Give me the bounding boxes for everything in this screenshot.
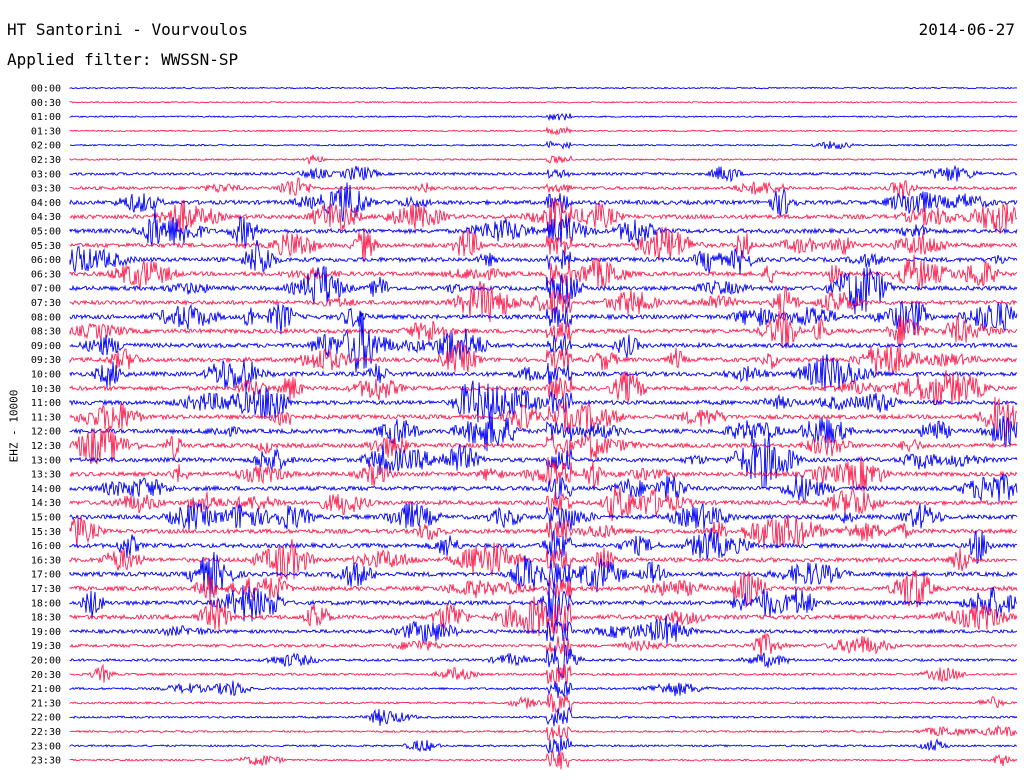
seismic-trace-1130 — [69, 396, 1018, 442]
y-tick-label: 02:00 — [31, 141, 61, 152]
seismic-trace-0500 — [69, 208, 1018, 249]
seismic-trace-1930 — [69, 633, 1018, 659]
y-tick-label: 13:30 — [31, 470, 61, 481]
seismic-trace-1030 — [69, 370, 1018, 406]
y-tick-label: 18:00 — [31, 598, 61, 609]
seismic-trace-1230 — [69, 427, 1018, 465]
y-tick-label: 06:00 — [31, 255, 61, 266]
y-tick-label: 12:30 — [31, 441, 61, 452]
y-tick-label: 21:00 — [31, 684, 61, 695]
seismic-trace-2230 — [69, 724, 1018, 741]
seismic-trace-1830 — [69, 596, 1018, 637]
chart-title: HT Santorini - Vourvoulos — [7, 20, 248, 39]
y-tick-label: 03:00 — [31, 169, 61, 180]
seismic-trace-1200 — [69, 410, 1018, 452]
y-tick-label: 23:00 — [31, 741, 61, 752]
y-tick-label: 18:30 — [31, 613, 61, 624]
y-tick-label: 22:30 — [31, 727, 61, 738]
seismic-trace-0900 — [69, 311, 1018, 373]
y-tick-label: 14:30 — [31, 498, 61, 509]
seismic-trace-1430 — [69, 486, 1018, 522]
y-tick-label: 20:00 — [31, 656, 61, 667]
y-tick-label: 06:30 — [31, 269, 61, 280]
seismic-trace-2300 — [69, 736, 1017, 757]
y-tick-label: 10:30 — [31, 384, 61, 395]
y-tick-label: 04:00 — [31, 198, 61, 209]
seismic-trace-0000 — [69, 86, 1018, 90]
seismic-trace-0400 — [69, 182, 1018, 222]
y-tick-label: 00:30 — [31, 98, 61, 109]
seismic-trace-1900 — [69, 615, 1018, 646]
seismic-trace-2130 — [69, 693, 1018, 714]
seismic-trace-0700 — [69, 265, 1018, 315]
seismic-trace-0630 — [69, 254, 1018, 290]
seismic-trace-1100 — [69, 380, 1018, 423]
y-tick-label: 02:30 — [31, 155, 61, 166]
seismic-trace-0100 — [69, 112, 1018, 122]
seismic-trace-1530 — [69, 514, 1018, 550]
filter-label: Applied filter: WWSSN-SP — [7, 50, 239, 69]
y-tick-label: 17:00 — [31, 570, 61, 581]
y-tick-label: 03:30 — [31, 184, 61, 195]
seismic-trace-0800 — [69, 301, 1018, 335]
seismic-trace-2000 — [69, 644, 1018, 679]
seismic-trace-0830 — [69, 310, 1018, 349]
y-tick-label: 04:30 — [31, 212, 61, 223]
seismic-trace-1800 — [69, 582, 1018, 627]
seismic-trace-2100 — [69, 680, 1018, 699]
seismic-trace-0300 — [69, 164, 1018, 183]
chart-date: 2014-06-27 — [918, 20, 1015, 39]
y-tick-label: 16:30 — [31, 555, 61, 566]
y-tick-label: 09:30 — [31, 355, 61, 366]
seismic-trace-2330 — [69, 750, 1018, 770]
y-tick-label: 13:00 — [31, 455, 61, 466]
seismic-trace-0130 — [69, 125, 1018, 136]
y-tick-label: 07:30 — [31, 298, 61, 309]
seismic-trace-0430 — [69, 199, 1018, 235]
y-tick-label: 10:00 — [31, 370, 61, 381]
y-tick-label: 21:30 — [31, 698, 61, 709]
y-tick-label: 15:30 — [31, 527, 61, 538]
y-tick-label: 01:30 — [31, 126, 61, 137]
y-tick-label: 23:30 — [31, 756, 61, 767]
seismic-trace-0600 — [69, 240, 1018, 275]
y-tick-label: 16:00 — [31, 541, 61, 552]
y-tick-label: 11:30 — [31, 412, 61, 423]
y-tick-label: 05:30 — [31, 241, 61, 252]
seismic-trace-0230 — [69, 154, 1018, 165]
seismic-trace-1330 — [69, 456, 1018, 492]
y-tick-label: 17:30 — [31, 584, 61, 595]
seismic-trace-0730 — [69, 281, 1018, 323]
seismic-trace-0530 — [69, 226, 1018, 262]
seismic-trace-1700 — [69, 551, 1018, 597]
seismic-trace-0930 — [69, 341, 1018, 376]
y-tick-label: 01:00 — [31, 112, 61, 123]
y-tick-label: 19:30 — [31, 641, 61, 652]
seismic-trace-1400 — [69, 474, 1018, 503]
seismic-trace-1630 — [69, 539, 1018, 581]
seismic-trace-1500 — [69, 501, 1018, 531]
y-tick-label: 20:30 — [31, 670, 61, 681]
y-tick-label: 14:00 — [31, 484, 61, 495]
seismic-trace-2030 — [69, 663, 1017, 686]
seismic-trace-1300 — [69, 433, 1018, 490]
seismic-trace-1730 — [69, 569, 1018, 609]
y-tick-label: 09:00 — [31, 341, 61, 352]
y-tick-label: 19:00 — [31, 627, 61, 638]
seismic-trace-2200 — [69, 706, 1018, 727]
seismic-trace-0030 — [69, 100, 1018, 104]
y-tick-label: 08:00 — [31, 312, 61, 323]
y-tick-label: 00:00 — [31, 84, 61, 95]
y-tick-label: 22:00 — [31, 713, 61, 724]
y-tick-label: 15:00 — [31, 513, 61, 524]
y-tick-label: 05:00 — [31, 227, 61, 238]
seismic-trace-0330 — [69, 177, 1018, 201]
y-tick-label: 07:00 — [31, 284, 61, 295]
seismic-trace-0200 — [69, 140, 1018, 150]
y-tick-label: 08:30 — [31, 327, 61, 338]
seismic-trace-1600 — [69, 528, 1018, 564]
y-tick-label: 11:00 — [31, 398, 61, 409]
y-tick-label: 12:00 — [31, 427, 61, 438]
